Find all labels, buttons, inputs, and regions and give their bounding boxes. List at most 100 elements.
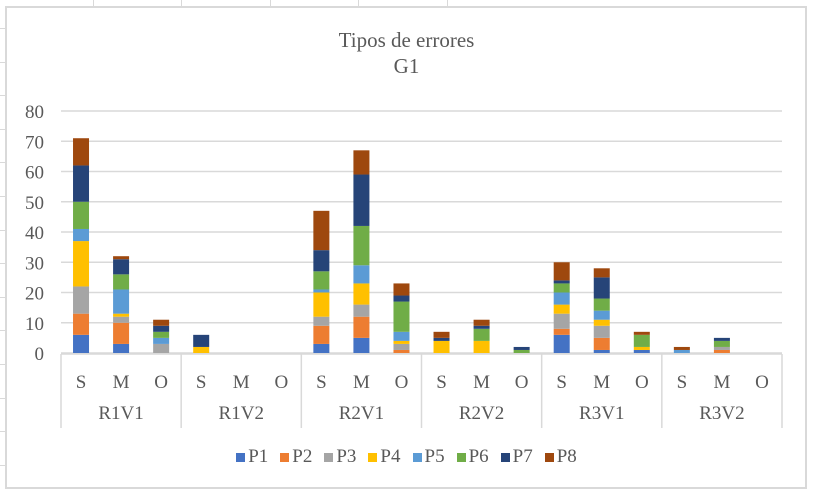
bar-segment-p6[interactable]	[73, 201, 90, 229]
bar-segment-p6[interactable]	[593, 298, 610, 311]
legend-item-p5[interactable]: P5	[412, 446, 445, 468]
bar-segment-p7[interactable]	[73, 165, 90, 202]
bar-segment-p2[interactable]	[353, 316, 370, 338]
bar-segment-p1[interactable]	[553, 334, 570, 353]
bar-segment-p6[interactable]	[713, 340, 730, 347]
bar-segment-p5[interactable]	[353, 265, 370, 284]
bar-segment-p5[interactable]	[593, 310, 610, 320]
bar-segment-p8[interactable]	[353, 150, 370, 175]
bar-segment-p4[interactable]	[113, 313, 130, 317]
bar-segment-p6[interactable]	[153, 331, 170, 338]
bar-segment-p1[interactable]	[113, 343, 130, 353]
bar-segment-p3[interactable]	[113, 316, 130, 323]
bar-stack[interactable]	[393, 283, 410, 353]
bar-segment-p2[interactable]	[593, 337, 610, 350]
bar-segment-p3[interactable]	[593, 325, 610, 338]
bar-segment-p8[interactable]	[153, 319, 170, 326]
bar-segment-p3[interactable]	[713, 346, 730, 350]
bar-segment-p8[interactable]	[393, 283, 410, 296]
bar-segment-p7[interactable]	[353, 174, 370, 226]
bar-segment-p4[interactable]	[313, 292, 330, 317]
bar-stack[interactable]	[193, 334, 210, 353]
bar-segment-p1[interactable]	[593, 349, 610, 353]
bar-segment-p3[interactable]	[393, 343, 410, 350]
bar-segment-p7[interactable]	[513, 346, 530, 350]
legend-item-p6[interactable]: P6	[456, 446, 489, 468]
bar-stack[interactable]	[313, 210, 330, 353]
bar-segment-p5[interactable]	[673, 349, 690, 353]
bar-segment-p6[interactable]	[513, 349, 530, 353]
bar-stack[interactable]	[673, 346, 690, 353]
bar-segment-p4[interactable]	[553, 304, 570, 314]
bar-segment-p8[interactable]	[553, 262, 570, 281]
bar-segment-p5[interactable]	[113, 289, 130, 314]
bar-segment-p1[interactable]	[353, 337, 370, 353]
bar-segment-p7[interactable]	[553, 280, 570, 284]
legend-item-p1[interactable]: P1	[236, 446, 268, 468]
bar-stack[interactable]	[593, 268, 610, 353]
bar-segment-p7[interactable]	[473, 325, 490, 329]
bar-stack[interactable]	[73, 138, 90, 353]
bar-segment-p4[interactable]	[593, 319, 610, 326]
bar-segment-p5[interactable]	[393, 331, 410, 341]
bar-segment-p1[interactable]	[73, 334, 90, 353]
bar-stack[interactable]	[353, 150, 370, 353]
bar-segment-p1[interactable]	[633, 349, 650, 353]
bar-stack[interactable]	[153, 319, 170, 353]
bar-segment-p7[interactable]	[433, 337, 450, 341]
bar-segment-p4[interactable]	[393, 340, 410, 344]
bar-segment-p8[interactable]	[73, 138, 90, 166]
bar-segment-p7[interactable]	[153, 325, 170, 332]
bar-stack[interactable]	[433, 331, 450, 353]
bar-stack[interactable]	[553, 262, 570, 353]
bar-stack[interactable]	[513, 346, 530, 353]
bar-stack[interactable]	[473, 319, 490, 353]
bar-segment-p3[interactable]	[553, 313, 570, 329]
bar-segment-p8[interactable]	[593, 268, 610, 278]
bar-segment-p5[interactable]	[313, 289, 330, 293]
bar-segment-p4[interactable]	[73, 241, 90, 287]
bar-segment-p6[interactable]	[393, 301, 410, 332]
bar-segment-p7[interactable]	[193, 334, 210, 347]
legend-item-p3[interactable]: P3	[324, 446, 356, 468]
bar-segment-p3[interactable]	[153, 343, 170, 353]
bar-segment-p3[interactable]	[73, 286, 90, 314]
bar-segment-p4[interactable]	[433, 340, 450, 353]
bar-segment-p8[interactable]	[673, 346, 690, 350]
bar-segment-p2[interactable]	[313, 325, 330, 344]
bar-segment-p7[interactable]	[393, 295, 410, 302]
bar-segment-p5[interactable]	[553, 292, 570, 305]
chart-area[interactable]	[5, 6, 807, 489]
bar-segment-p4[interactable]	[633, 346, 650, 350]
bar-segment-p1[interactable]	[313, 343, 330, 353]
legend-item-p2[interactable]: P2	[280, 446, 312, 468]
bar-segment-p5[interactable]	[73, 228, 90, 242]
bar-segment-p7[interactable]	[113, 259, 130, 275]
bar-stack[interactable]	[713, 337, 730, 353]
bar-segment-p2[interactable]	[553, 328, 570, 335]
legend-item-p8[interactable]: P8	[544, 446, 577, 468]
legend-item-p7[interactable]: P7	[500, 446, 533, 468]
bar-segment-p6[interactable]	[473, 328, 490, 341]
bar-segment-p8[interactable]	[433, 331, 450, 338]
bar-segment-p8[interactable]	[113, 256, 130, 260]
bar-stack[interactable]	[113, 256, 130, 353]
bar-segment-p4[interactable]	[193, 346, 210, 353]
bar-segment-p7[interactable]	[713, 337, 730, 341]
bar-segment-p6[interactable]	[353, 225, 370, 266]
bar-segment-p5[interactable]	[153, 337, 170, 344]
bar-segment-p7[interactable]	[313, 250, 330, 272]
bar-segment-p2[interactable]	[713, 349, 730, 353]
bar-segment-p2[interactable]	[113, 322, 130, 344]
legend-item-p4[interactable]: P4	[368, 446, 401, 468]
bar-segment-p2[interactable]	[73, 313, 90, 335]
bar-segment-p7[interactable]	[593, 277, 610, 299]
bar-segment-p3[interactable]	[353, 304, 370, 317]
bar-segment-p6[interactable]	[313, 271, 330, 290]
bar-segment-p8[interactable]	[313, 210, 330, 251]
bar-segment-p8[interactable]	[473, 319, 490, 326]
bar-stack[interactable]	[633, 331, 650, 353]
bar-segment-p4[interactable]	[473, 340, 490, 353]
bar-segment-p4[interactable]	[353, 283, 370, 305]
bar-segment-p2[interactable]	[393, 349, 410, 353]
